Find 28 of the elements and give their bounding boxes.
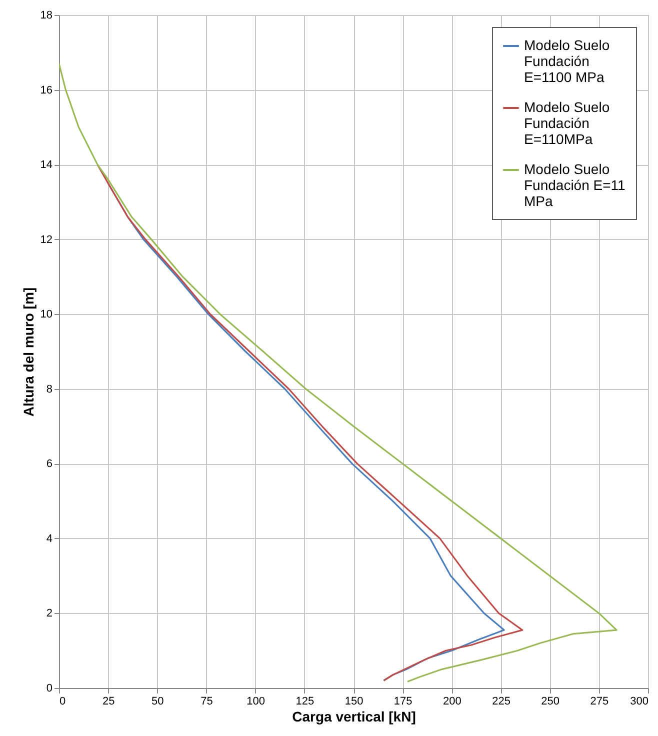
y-tick-label: 12 (40, 234, 52, 246)
x-tick-label: 0 (60, 696, 66, 708)
y-axis-title: Altura del muro [m] (20, 287, 36, 417)
x-tick-label: 25 (102, 696, 115, 708)
x-tick-label: 75 (200, 696, 213, 708)
y-tick-label: 18 (40, 10, 52, 22)
y-tick-label: 8 (46, 383, 52, 396)
legend-label: Modelo Suelo Fundación E=1100 MPa (524, 37, 610, 85)
x-tick-label: 50 (152, 696, 164, 708)
y-tick-label: 2 (46, 608, 52, 620)
y-tick-label: 0 (46, 682, 52, 694)
x-tick-label: 100 (246, 696, 266, 708)
y-tick-label: 14 (40, 159, 52, 172)
x-tick-label: 250 (541, 696, 560, 708)
x-tick-label: 125 (296, 696, 314, 708)
x-axis-title: Carga vertical [kN] (292, 708, 416, 724)
legend-label: Modelo Suelo Fundación E=110MPa (524, 99, 610, 147)
legend-label: Modelo Suelo Fundación E=11 MPa (524, 161, 626, 209)
y-tick-label: 16 (40, 84, 52, 96)
y-tick-label: 6 (46, 458, 52, 470)
x-tick-label: 300 (630, 696, 648, 708)
x-tick-label: 175 (394, 696, 412, 708)
y-tick-label: 4 (46, 532, 52, 545)
y-tick-label: 10 (40, 308, 52, 321)
x-tick-label: 150 (344, 696, 364, 708)
x-tick-label: 225 (492, 696, 510, 708)
x-tick-label: 275 (590, 696, 609, 708)
x-tick-label: 200 (442, 696, 462, 708)
